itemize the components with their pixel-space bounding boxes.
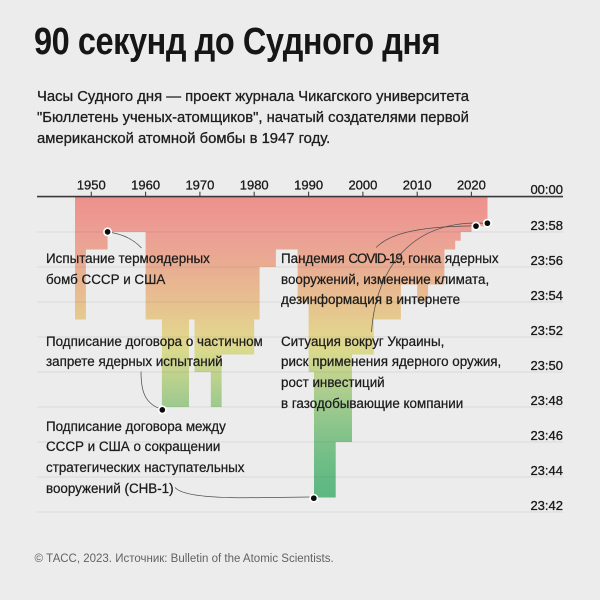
svg-text:00:00: 00:00: [530, 182, 563, 197]
svg-text:2010: 2010: [403, 177, 432, 192]
svg-text:1970: 1970: [185, 177, 214, 192]
svg-text:1980: 1980: [240, 177, 269, 192]
svg-text:23:54: 23:54: [530, 288, 563, 303]
svg-text:23:44: 23:44: [530, 463, 563, 478]
svg-text:23:48: 23:48: [530, 393, 563, 408]
svg-text:23:58: 23:58: [530, 218, 563, 233]
svg-text:2020: 2020: [457, 177, 486, 192]
svg-text:2000: 2000: [348, 177, 377, 192]
svg-text:1950: 1950: [77, 177, 106, 192]
svg-text:23:52: 23:52: [530, 323, 563, 338]
svg-text:23:56: 23:56: [530, 253, 563, 268]
svg-text:23:46: 23:46: [530, 428, 563, 443]
svg-text:23:42: 23:42: [530, 498, 563, 513]
svg-text:1990: 1990: [294, 177, 323, 192]
svg-text:1960: 1960: [131, 177, 160, 192]
svg-text:23:50: 23:50: [530, 358, 563, 373]
